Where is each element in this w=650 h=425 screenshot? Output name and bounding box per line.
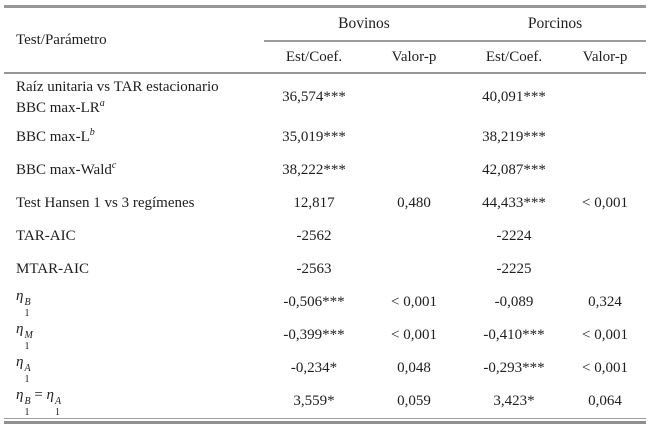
cell-value: 12,817 (293, 195, 335, 211)
column-header-estcoef-bovinos: Est/Coef. (264, 41, 364, 74)
cell-value: < 0,001 (582, 360, 628, 376)
group-header-porcinos: Porcinos (464, 6, 646, 42)
table-row: Raíz unitaria vs TAR estacionario BBC max… (4, 73, 646, 121)
cell-value: -2562 (296, 228, 332, 244)
cell-value (364, 73, 464, 121)
cell-value (564, 220, 646, 253)
cell-value: 36,574*** (282, 89, 346, 105)
table-row: MTAR-AIC -2563 -2225 (4, 253, 646, 286)
table-row: η B 1 -0,506*** < 0,001 -0,089 0,324 (4, 286, 646, 319)
column-header-estcoef-porcinos: Est/Coef. (464, 41, 564, 74)
cell-value: 42,087*** (482, 162, 546, 178)
row-label: BBC max-Lb (16, 127, 95, 146)
cell-value: 0,064 (588, 393, 622, 409)
group-header-bovinos: Bovinos (264, 6, 464, 42)
cell-value: 40,091*** (482, 89, 546, 105)
cell-value: < 0,001 (582, 327, 628, 343)
table-row: TAR-AIC -2562 -2224 (4, 220, 646, 253)
cell-value: < 0,001 (391, 327, 437, 343)
row-label: MTAR-AIC (16, 261, 89, 278)
column-header-test-parametro: Test/Parámetro (4, 6, 264, 74)
cell-value: 38,219*** (482, 129, 546, 145)
table-row: η A 1 -0,234* 0,048 -0,293*** < 0,001 (4, 352, 646, 385)
cell-value: -0,410*** (483, 327, 545, 343)
table-bottom-double-rule (4, 418, 646, 424)
table-header: Test/Parámetro Bovinos Porcinos Est/Coef… (4, 6, 646, 74)
table-row: BBC max-Waldc 38,222*** 42,087*** (4, 154, 646, 187)
cell-value: 0,059 (397, 393, 431, 409)
cell-value: 0,480 (397, 195, 431, 211)
cell-value: -0,234* (290, 360, 338, 376)
cell-value (364, 121, 464, 154)
cell-value: -0,293*** (483, 360, 545, 376)
cell-value (564, 121, 646, 154)
table-row: Test Hansen 1 vs 3 regímenes 12,817 0,480 4… (4, 187, 646, 220)
cell-value: < 0,001 (391, 294, 437, 310)
row-label: BBC max-Waldc (16, 160, 117, 179)
cell-value: -2225 (496, 261, 532, 277)
results-table: Test/Parámetro Bovinos Porcinos Est/Coef… (4, 5, 646, 418)
cell-value: 44,433*** (482, 195, 546, 211)
cell-value (564, 73, 646, 121)
group-header-row: Test/Parámetro Bovinos Porcinos (4, 6, 646, 74)
table-body: Raíz unitaria vs TAR estacionario BBC max… (4, 73, 646, 418)
cell-value: 0,048 (397, 360, 431, 376)
table-row: η M 1 -0,399*** < 0,001 -0,410*** < 0,001 (4, 319, 646, 352)
cell-value (364, 253, 464, 286)
row-label: Raíz unitaria vs TAR estacionario BBC max… (16, 79, 219, 116)
cell-value (564, 154, 646, 187)
row-label: TAR-AIC (16, 228, 76, 245)
cell-value (364, 154, 464, 187)
cell-value: 3,423* (493, 393, 535, 409)
cell-value: -0,399*** (283, 327, 345, 343)
cell-value: -0,089 (494, 294, 534, 310)
cell-value: < 0,001 (582, 195, 628, 211)
cell-value: -0,506*** (283, 294, 345, 310)
column-header-valorp-bovinos: Valor-p (364, 41, 464, 74)
table-row: BBC max-Lb 35,019*** 38,219*** (4, 121, 646, 154)
cell-value: 0,324 (588, 294, 622, 310)
cell-value: -2224 (496, 228, 532, 244)
sub-header-row: Est/Coef. Valor-p Est/Coef. Valor-p (4, 41, 646, 74)
cell-value: 3,559* (293, 393, 335, 409)
cell-value: 38,222*** (282, 162, 346, 178)
column-header-valorp-porcinos: Valor-p (564, 41, 646, 74)
row-label: Test Hansen 1 vs 3 regímenes (16, 195, 195, 212)
cell-value (564, 253, 646, 286)
cell-value: -2563 (296, 261, 332, 277)
cell-value (364, 220, 464, 253)
cell-value: 35,019*** (282, 129, 346, 145)
